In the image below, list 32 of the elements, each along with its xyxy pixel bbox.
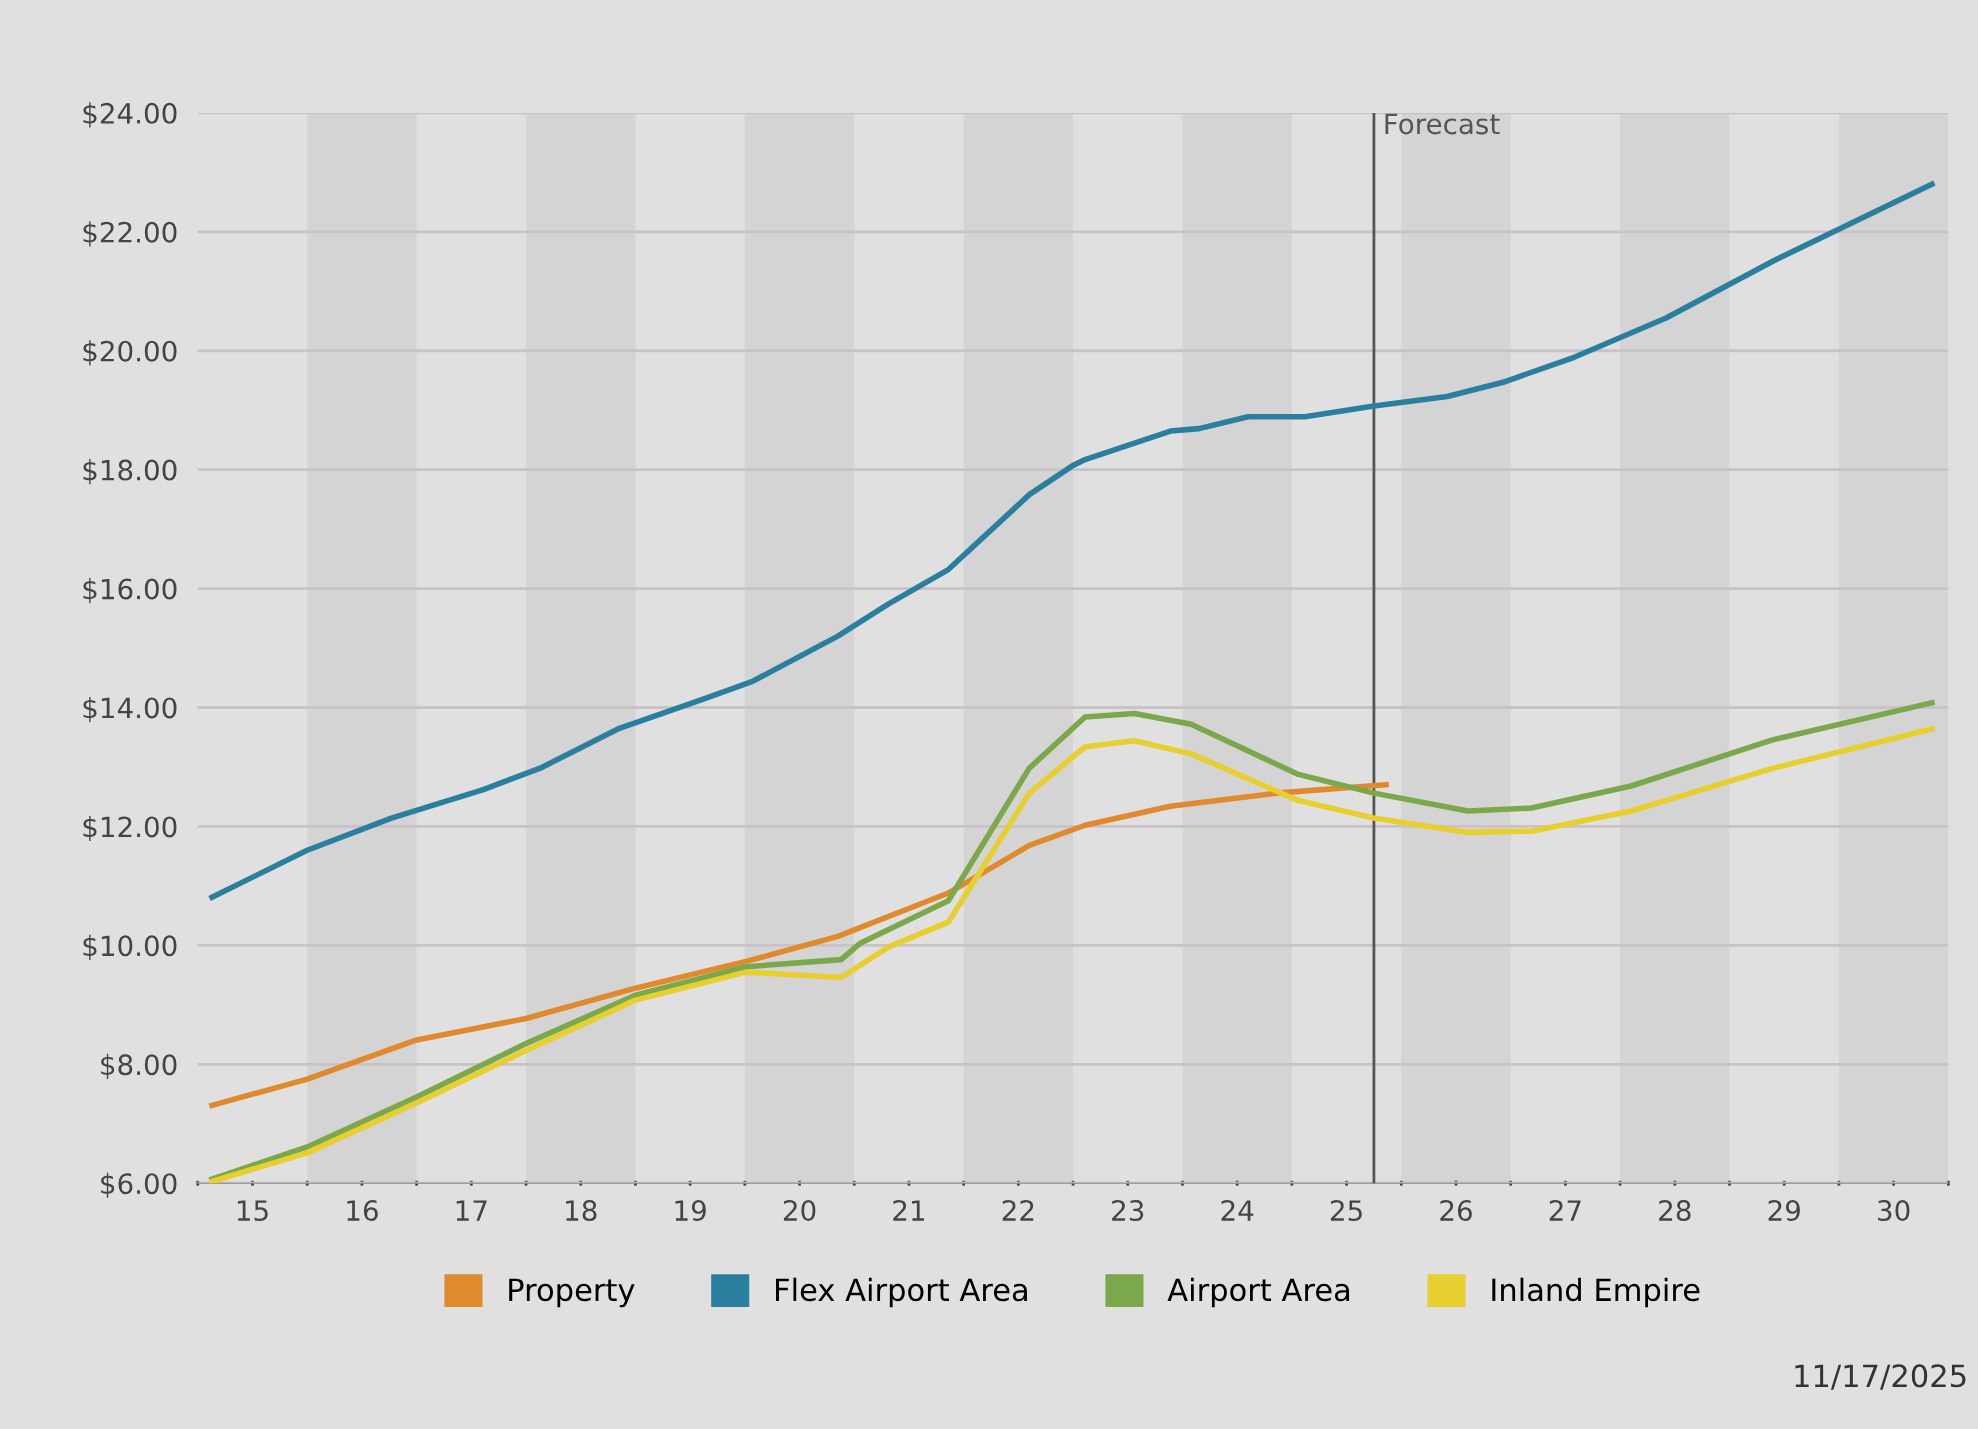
x-tick-label: 25 [1330, 1200, 1362, 1222]
y-tick-label: $22.00 [83, 221, 177, 247]
x-tick-label: 26 [1440, 1200, 1472, 1222]
legend-label: Flex Airport Area [776, 1277, 1027, 1308]
y-tick-label: $8.00 [101, 1053, 177, 1079]
x-tick-label: 29 [1768, 1200, 1800, 1222]
legend-label: Inland Empire [1492, 1277, 1700, 1308]
x-tick-label: 15 [237, 1200, 268, 1222]
y-tick-label: $12.00 [83, 815, 177, 842]
y-tick-label: $20.00 [83, 340, 177, 366]
x-tick-label: 18 [566, 1200, 597, 1222]
y-tick-label: $24.00 [83, 102, 177, 128]
x-tick-label: 20 [783, 1200, 816, 1222]
x-tick-label: 30 [1878, 1200, 1910, 1222]
y-tick-label: $10.00 [83, 934, 177, 960]
text: 11/17/2025 [1795, 1364, 1966, 1390]
legend-label: Airport Area [1167, 1277, 1350, 1308]
y-tick-label: $18.00 [83, 459, 177, 485]
x-tick-label: 17 [456, 1200, 487, 1221]
y-tick-label: $6.00 [101, 1172, 177, 1198]
x-tick-label: 22 [1002, 1200, 1034, 1221]
x-tick-label: 28 [1659, 1200, 1691, 1222]
x-tick-label: 24 [1221, 1200, 1254, 1221]
x-tick-label: 21 [893, 1200, 925, 1221]
legend-label: Property [509, 1278, 635, 1308]
x-tick-label: 19 [675, 1200, 706, 1222]
x-tick-label: 16 [347, 1200, 378, 1222]
x-tick-label: 27 [1549, 1200, 1581, 1221]
y-tick-label: $14.00 [83, 696, 177, 723]
ref-line-label: Forecast [1385, 113, 1500, 135]
x-tick-label: 23 [1112, 1200, 1144, 1222]
y-tick-label: $16.00 [83, 578, 177, 604]
